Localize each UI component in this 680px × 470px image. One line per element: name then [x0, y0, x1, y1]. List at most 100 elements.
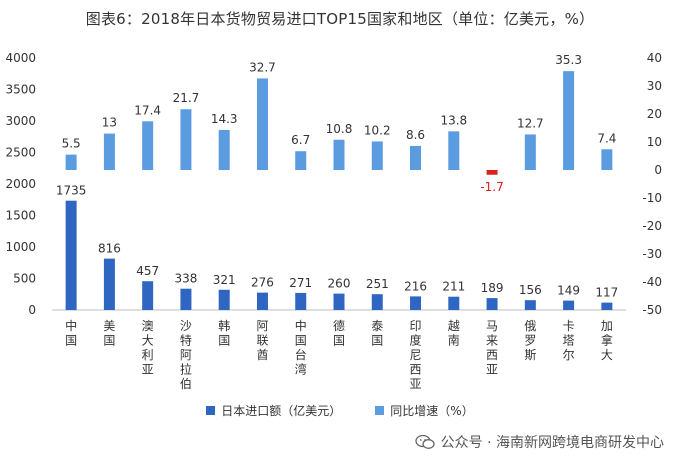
growth-value-label: 21.7 — [173, 91, 200, 105]
left-tick-label: 3500 — [5, 83, 36, 97]
right-tick-label: 40 — [647, 51, 662, 65]
left-tick-label: 1500 — [5, 209, 36, 223]
import-bar — [65, 200, 77, 310]
category-label: 越南 — [448, 319, 460, 348]
growth-value-label: 6.7 — [291, 133, 310, 147]
import-value-label: 338 — [174, 272, 197, 286]
growth-value-label: 13 — [102, 116, 117, 130]
import-value-label: 149 — [557, 284, 580, 298]
growth-value-label: 35.3 — [555, 53, 582, 67]
right-tick-label: -20 — [642, 219, 662, 233]
import-value-label: 271 — [289, 276, 312, 290]
growth-bar — [563, 71, 575, 170]
import-bar — [448, 296, 460, 310]
import-value-label: 260 — [328, 277, 351, 291]
legend-swatch-growth — [375, 406, 385, 415]
growth-value-label: 12.7 — [517, 116, 544, 130]
category-label: 马来西亚 — [486, 319, 498, 377]
growth-value-label: 32.7 — [249, 60, 276, 74]
growth-bar — [486, 170, 498, 175]
growth-value-label: 14.3 — [211, 112, 238, 126]
wechat-icon — [414, 434, 435, 449]
import-value-label: 251 — [366, 277, 389, 291]
growth-value-label: 5.5 — [62, 137, 81, 151]
chart-title: 图表6：2018年日本货物贸易进口TOP15国家和地区（单位：亿美元，%） — [85, 10, 595, 28]
legend-label-growth: 同比增速（%） — [390, 404, 474, 418]
left-tick-label: 4000 — [5, 51, 36, 65]
legend-label-import: 日本进口额（亿美元） — [221, 404, 342, 418]
growth-value-label: 10.2 — [364, 123, 391, 137]
growth-bar — [256, 78, 268, 170]
category-label: 中国 — [65, 318, 77, 348]
right-tick-label: -50 — [642, 303, 662, 317]
import-value-label: 189 — [481, 281, 504, 295]
left-tick-label: 2500 — [5, 146, 36, 160]
legend-item-growth: 同比增速（%） — [375, 402, 474, 419]
import-value-label: 321 — [213, 273, 236, 287]
watermark-text: 公众号 · 海南新网跨境电商研发中心 — [440, 435, 664, 451]
watermark: 公众号 · 海南新网跨境电商研发中心 — [414, 432, 664, 452]
import-bar — [180, 288, 192, 310]
growth-bar — [142, 121, 154, 170]
category-label: 加拿大 — [601, 319, 613, 362]
category-label: 中国台湾 — [295, 318, 307, 377]
import-bar — [524, 300, 536, 310]
import-bar — [563, 300, 575, 310]
growth-bar — [410, 145, 422, 170]
import-value-label: 156 — [519, 283, 542, 297]
category-label: 美国 — [103, 319, 115, 348]
import-value-label: 816 — [98, 242, 121, 256]
growth-value-label: 13.8 — [440, 113, 467, 127]
right-tick-label: -30 — [642, 247, 662, 261]
growth-value-label: 10.8 — [326, 122, 353, 136]
right-tick-label: 0 — [654, 163, 662, 177]
legend-swatch-import — [206, 406, 216, 415]
category-label: 泰国 — [371, 319, 383, 348]
import-value-label: 211 — [442, 280, 465, 294]
right-tick-label: 10 — [647, 135, 662, 149]
left-tick-label: 2000 — [5, 177, 36, 191]
growth-bar — [448, 131, 460, 170]
category-label: 卡塔尔 — [563, 319, 575, 362]
import-bar — [218, 289, 230, 310]
right-tick-label: 20 — [647, 107, 662, 121]
growth-value-label: 8.6 — [406, 128, 425, 142]
import-bar — [410, 296, 422, 310]
category-label: 澳大利亚 — [142, 319, 154, 377]
left-tick-label: 500 — [13, 272, 36, 286]
import-bar — [103, 258, 115, 310]
import-value-label: 457 — [136, 264, 159, 278]
growth-bar — [103, 133, 115, 170]
legend: 日本进口额（亿美元） 同比增速（%） — [0, 402, 680, 419]
import-value-label: 1735 — [56, 184, 87, 198]
import-bar — [486, 298, 498, 310]
right-tick-label: -40 — [642, 275, 662, 289]
import-value-label: 276 — [251, 276, 274, 290]
growth-bar — [65, 154, 77, 170]
import-bar — [295, 292, 307, 310]
growth-bar — [333, 139, 345, 170]
right-tick-label: 30 — [647, 79, 662, 93]
category-label: 韩国 — [218, 318, 230, 348]
import-bar — [333, 293, 345, 310]
growth-bar — [180, 109, 192, 170]
import-value-label: 117 — [595, 286, 618, 300]
category-label: 俄罗斯 — [524, 319, 536, 362]
import-bar — [371, 294, 383, 310]
left-tick-label: 1000 — [5, 240, 36, 254]
growth-bar — [524, 134, 536, 170]
left-tick-label: 0 — [28, 303, 36, 317]
category-label: 印度尼西亚 — [410, 319, 422, 391]
growth-bar — [371, 141, 383, 170]
growth-bar — [218, 129, 230, 170]
category-label: 阿联酋 — [256, 319, 268, 362]
growth-value-label: 17.4 — [134, 103, 161, 117]
category-label: 德国 — [333, 318, 345, 348]
growth-value-label: 7.4 — [597, 131, 616, 145]
growth-bar — [295, 151, 307, 170]
category-label: 沙特阿拉伯 — [180, 319, 192, 391]
import-bar — [601, 302, 613, 310]
right-tick-label: -10 — [642, 191, 662, 205]
legend-item-import: 日本进口额（亿美元） — [206, 402, 341, 419]
